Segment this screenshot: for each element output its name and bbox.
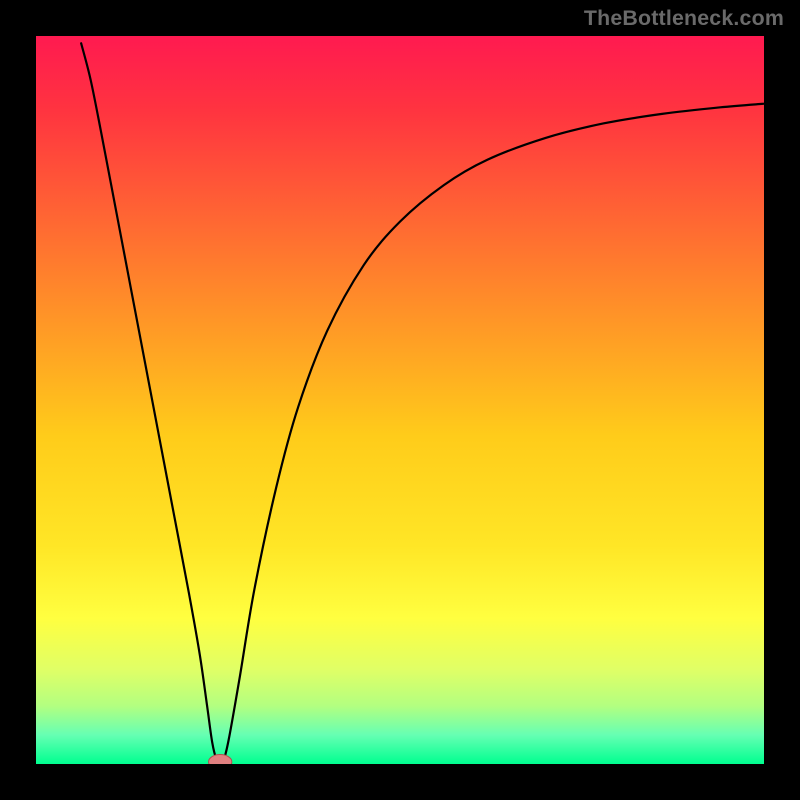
bottleneck-chart — [0, 0, 800, 800]
plot-background — [36, 36, 764, 764]
chart-frame: TheBottleneck.com — [0, 0, 800, 800]
watermark-text: TheBottleneck.com — [584, 6, 784, 31]
